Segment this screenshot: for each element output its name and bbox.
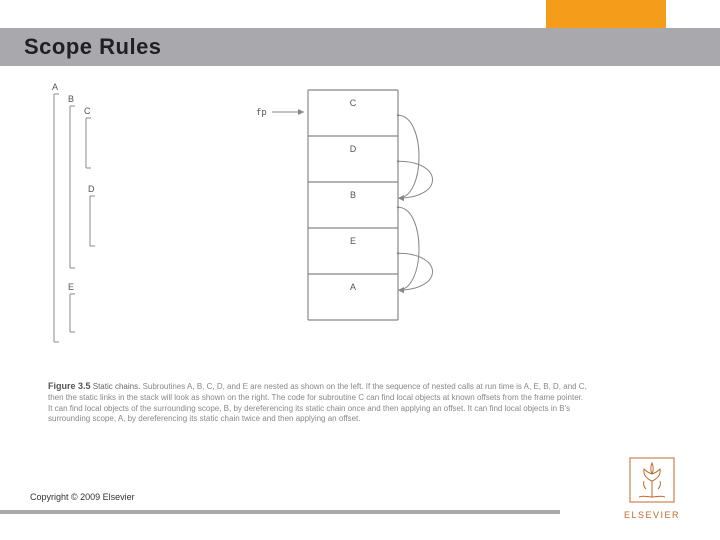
figure-diagram: ABCDE CDBEAfp Figure 3.5 Static chains. … xyxy=(48,80,672,410)
svg-text:E: E xyxy=(68,282,74,292)
tree-icon xyxy=(629,457,675,503)
page-title: Scope Rules xyxy=(24,34,162,60)
svg-text:D: D xyxy=(350,144,357,154)
stack-diagram: C D B E Afp xyxy=(248,80,548,360)
svg-text:D: D xyxy=(88,184,95,194)
svg-text:B: B xyxy=(350,190,356,200)
svg-text:fp: fp xyxy=(256,108,267,118)
footer-divider xyxy=(0,510,560,514)
svg-text:C: C xyxy=(350,98,357,108)
figure-caption: Figure 3.5 Static chains. Subroutines A,… xyxy=(48,380,588,425)
publisher-name: ELSEVIER xyxy=(612,510,692,520)
svg-text:E: E xyxy=(350,236,356,246)
figure-title: Static chains. xyxy=(93,382,141,391)
title-bar: Scope Rules xyxy=(0,28,720,66)
svg-text:B: B xyxy=(68,94,74,104)
figure-label: Figure 3.5 xyxy=(48,381,91,391)
svg-text:A: A xyxy=(52,82,58,92)
publisher-logo: ELSEVIER xyxy=(612,457,692,520)
copyright-text: Copyright © 2009 Elsevier xyxy=(30,492,135,502)
svg-text:C: C xyxy=(84,106,91,116)
nesting-brackets: ABC D E xyxy=(48,80,158,360)
accent-block xyxy=(546,0,666,28)
svg-text:A: A xyxy=(350,282,356,292)
